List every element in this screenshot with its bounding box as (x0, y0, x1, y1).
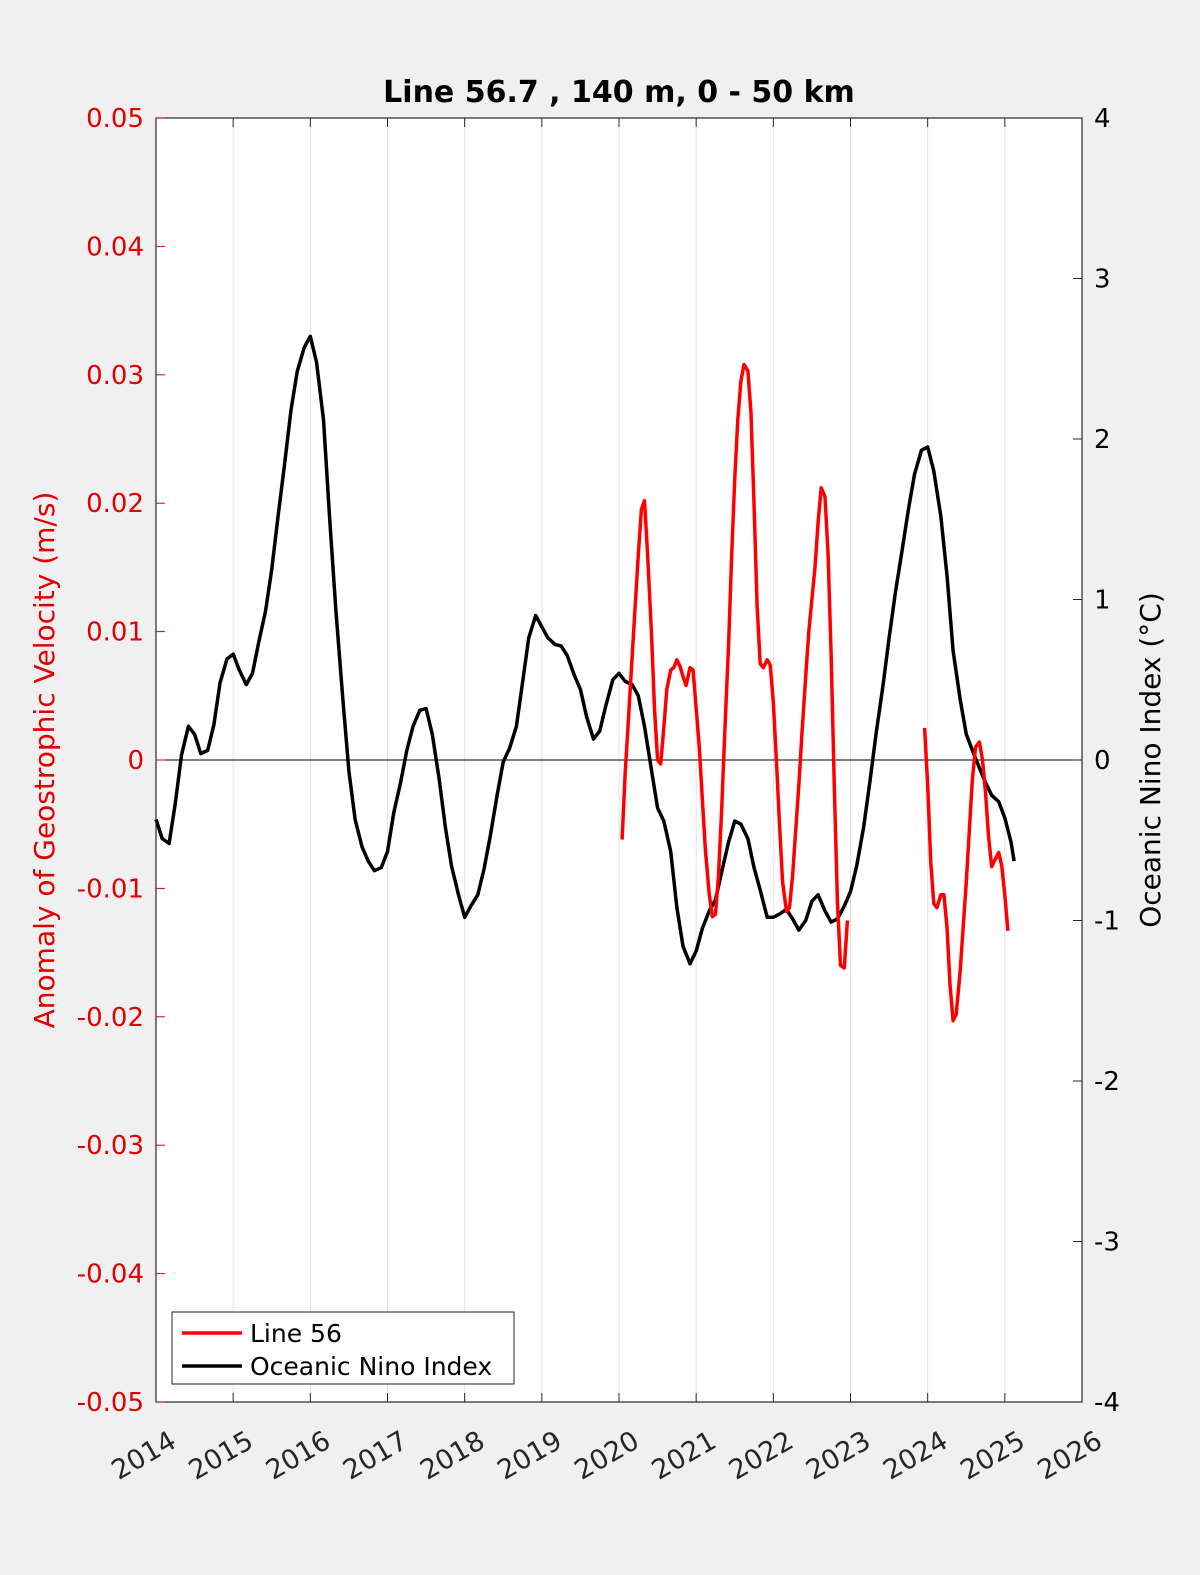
legend: Line 56 Oceanic Nino Index (171, 1311, 515, 1385)
left-tick-label: -0.03 (77, 1131, 144, 1161)
left-tick-label: -0.02 (77, 1003, 144, 1033)
left-tick-label: 0.05 (86, 104, 144, 134)
left-tick-label: 0.01 (86, 618, 144, 648)
x-tick-label: 2019 (492, 1425, 567, 1486)
right-tick-label: -3 (1094, 1228, 1120, 1258)
chart-title: Line 56.7 , 140 m, 0 - 50 km (383, 75, 855, 110)
left-tick-label: 0.03 (86, 361, 144, 391)
x-tick-label: 2022 (724, 1425, 799, 1486)
right-axis-ticks: -4 -3 -2 -1 0 1 2 3 4 (1073, 104, 1120, 1418)
legend-label-oni: Oceanic Nino Index (250, 1352, 492, 1381)
left-axis-ticks: -0.05 -0.04 -0.03 -0.02 -0.01 0 0.01 0.02 0.03 0.… (77, 104, 165, 1418)
x-tick-label: 2024 (878, 1425, 953, 1486)
left-tick-label: -0.01 (77, 874, 144, 904)
x-tick-label: 2025 (955, 1425, 1030, 1486)
x-tick-label: 2023 (801, 1425, 876, 1486)
x-tick-label: 2020 (569, 1425, 644, 1486)
x-tick-label: 2016 (261, 1425, 336, 1486)
right-tick-label: 4 (1094, 104, 1111, 134)
right-axis-label: Oceanic Nino Index (°C) (1134, 592, 1167, 928)
right-tick-label: -2 (1094, 1067, 1120, 1097)
x-tick-label: 2021 (647, 1425, 722, 1486)
left-tick-label: -0.04 (77, 1260, 144, 1290)
right-tick-label: 1 (1094, 586, 1111, 616)
series-line-oceanic-nino-index (154, 334, 1016, 966)
left-axis-label: Anomaly of Geostrophic Velocity (m/s) (28, 492, 61, 1029)
x-tick-label: 2017 (338, 1425, 413, 1486)
right-tick-label: 2 (1094, 425, 1111, 455)
left-tick-label: 0.02 (86, 489, 144, 519)
series-layer (154, 334, 1016, 1023)
right-tick-label: -1 (1094, 907, 1120, 937)
left-tick-label: 0 (127, 746, 144, 776)
left-tick-label: 0.04 (86, 232, 144, 262)
x-tick-label: 2018 (415, 1425, 490, 1486)
x-tick-label: 2015 (184, 1425, 259, 1486)
right-tick-label: 0 (1094, 746, 1111, 776)
x-tick-label: 2026 (1032, 1425, 1107, 1486)
left-tick-label: -0.05 (77, 1388, 144, 1418)
series-line-line56 (620, 362, 850, 970)
x-tick-label: 2014 (106, 1425, 181, 1486)
series-line-line56 (922, 727, 1010, 1023)
right-tick-label: 3 (1094, 265, 1111, 295)
legend-label-line56: Line 56 (250, 1319, 342, 1348)
right-tick-label: -4 (1094, 1388, 1120, 1418)
legend-box (171, 1311, 515, 1385)
